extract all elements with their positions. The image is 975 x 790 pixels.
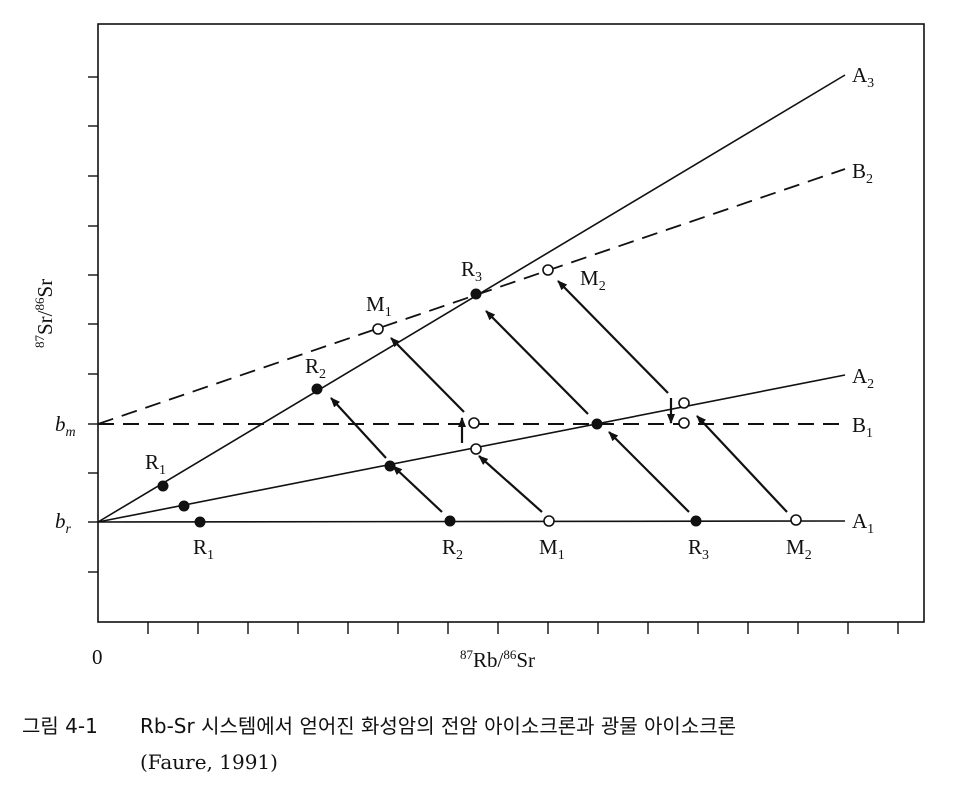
x-axis-title: 87Rb/86Sr (460, 647, 535, 672)
point-m2-line-b1 (678, 417, 690, 429)
point-m1-line-a2 (470, 443, 482, 455)
point-r1-line-a1 (194, 516, 206, 528)
caption-citation: (Faure, 1991) (140, 750, 278, 774)
caption-text: Rb-Sr 시스템에서 얻어진 화성암의 전암 아이소크론과 광물 아이소크론 (140, 714, 737, 738)
isochron-line-a1 (97, 520, 846, 523)
point-r3-line-a2 (591, 418, 603, 430)
label-r3-lower: R3 (688, 535, 709, 563)
label-b1: B1 (852, 413, 873, 441)
label-r3-upper: R3 (461, 257, 482, 285)
label-a1: A1 (852, 509, 874, 537)
point-m1-line-b2 (372, 323, 384, 335)
point-r3-line-a3 (470, 288, 482, 300)
caption-number: 그림 4-1 (22, 714, 98, 738)
isochron-line-b2 (97, 168, 846, 425)
point-m2-line-b2 (542, 264, 554, 276)
label-r2-upper: R2 (305, 354, 326, 382)
label-m1-upper: M1 (366, 292, 392, 320)
rock-points (157, 288, 702, 528)
label-r1-lower: R1 (193, 535, 214, 563)
point-r3-line-a1 (690, 515, 702, 527)
label-r2-lower: R2 (442, 535, 463, 563)
label-m2-lower: M2 (786, 535, 812, 563)
point-m1-line-b1 (468, 417, 480, 429)
plot-frame (97, 23, 925, 623)
y-axis-ticks (88, 76, 98, 573)
point-r1-line-a2 (178, 500, 190, 512)
label-r1-upper: R1 (145, 450, 166, 478)
label-m1-lower: M1 (539, 535, 565, 563)
label-a3: A3 (852, 63, 874, 91)
label-b2: B2 (852, 159, 873, 187)
point-r1-line-a3 (157, 480, 169, 492)
point-m2-line-a2 (678, 397, 690, 409)
point-r2-line-a3 (311, 383, 323, 395)
point-m1-line-a1 (543, 515, 555, 527)
label-b-r: br (55, 509, 72, 537)
point-m2-line-a1 (790, 514, 802, 526)
figure-caption: 그림 4-1 Rb-Sr 시스템에서 얻어진 화성암의 전암 아이소크론과 광물 … (22, 708, 962, 780)
point-r2-line-a1 (444, 515, 456, 527)
label-origin: 0 (92, 645, 103, 669)
label-a2: A2 (852, 364, 874, 392)
point-r2-line-a2 (384, 460, 396, 472)
y-axis-title: 87Sr/86Sr (32, 279, 57, 348)
label-m2-upper: M2 (580, 266, 606, 294)
label-b-m: bm (55, 412, 76, 440)
x-axis-ticks (147, 622, 899, 634)
isochron-diagram: A3 B2 A2 B1 A1 R1 R2 R3 M1 M2 R1 R2 M1 R… (32, 23, 925, 672)
evolution-arrows (330, 280, 788, 513)
isochron-line-a3 (97, 74, 846, 523)
mineral-points (372, 264, 802, 527)
